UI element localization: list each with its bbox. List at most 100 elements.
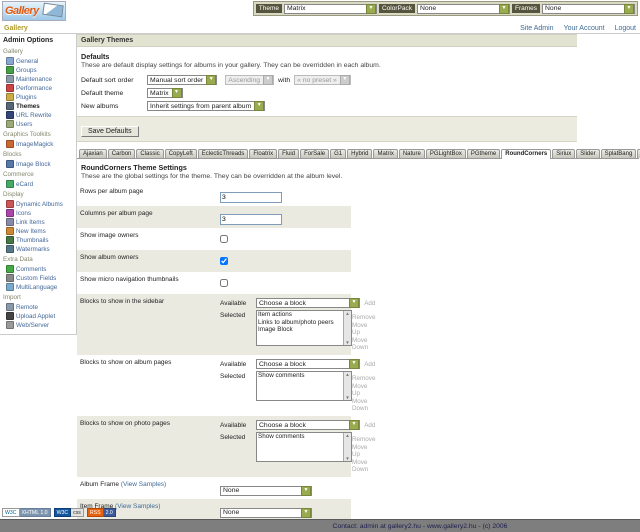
sidebar-item-remote[interactable]: Remote xyxy=(0,302,76,311)
tab-floatrix[interactable]: Floatrix xyxy=(249,149,278,158)
tab-eclecticthreads[interactable]: EclecticThreads xyxy=(197,149,249,158)
album-frame-select[interactable]: None ▼ xyxy=(220,485,312,496)
tab-roundcorners[interactable]: RoundCorners xyxy=(501,149,552,159)
rows-per-page-input[interactable] xyxy=(220,192,282,203)
sidebar-item-url-rewrite[interactable]: URL Rewrite xyxy=(0,110,76,119)
photo-blocks-add-button[interactable]: Add xyxy=(364,422,376,429)
sidebar-blocks-move-down-button[interactable]: Move Down xyxy=(352,337,369,351)
photo-blocks-available-select[interactable]: Choose a block ▼ xyxy=(256,420,360,430)
sidebar-item-image-block[interactable]: Image Block xyxy=(0,159,76,168)
tab-pglightbox[interactable]: PGLightBox xyxy=(425,149,466,158)
tab-ajaxian[interactable]: Ajaxian xyxy=(79,149,107,158)
album-blocks-move-down-button[interactable]: Move Down xyxy=(352,398,369,412)
album-blocks-remove-button[interactable]: Remove xyxy=(352,375,376,382)
badge-right-label: css xyxy=(71,508,84,517)
scrollbar[interactable]: ▲ ▼ xyxy=(343,311,351,345)
album-blocks-add-button[interactable]: Add xyxy=(364,361,376,368)
colorpack-select[interactable]: None ▼ xyxy=(416,3,510,14)
tab-copyleft[interactable]: CopyLeft xyxy=(164,149,197,158)
item-frame-select[interactable]: None ▼ xyxy=(220,507,312,518)
frames-select[interactable]: None ▼ xyxy=(542,3,635,14)
sidebar-blocks-available-select[interactable]: Choose a block ▼ xyxy=(256,298,360,308)
photo-blocks-move-up-button[interactable]: Move Up xyxy=(352,444,368,458)
setting-row-show-micro-nav: Show micro navigation thumbnails xyxy=(77,272,351,294)
sidebar-item-web-server[interactable]: Web/Server xyxy=(0,320,76,329)
photo-blocks-remove-button[interactable]: Remove xyxy=(352,436,376,443)
album-blocks-move-up-button[interactable]: Move Up xyxy=(352,383,368,397)
list-option-show-comments[interactable]: Show comments xyxy=(258,433,305,440)
sidebar-item-upload-applet[interactable]: Upload Applet xyxy=(0,311,76,320)
sort-order-select[interactable]: Manual sort order ▼ xyxy=(147,75,218,85)
tab-forsale[interactable]: ForSale xyxy=(300,149,330,158)
sidebar-item-new-items[interactable]: New Items xyxy=(0,226,76,235)
sidebar-item-icons[interactable]: Icons xyxy=(0,208,76,217)
sidebar-blocks-move-up-button[interactable]: Move Up xyxy=(352,322,368,336)
photo-blocks-move-down-button[interactable]: Move Down xyxy=(352,459,369,473)
sidebar-item-ecard[interactable]: eCard xyxy=(0,179,76,188)
sidebar-item-maintenance[interactable]: Maintenance xyxy=(0,74,76,83)
album-frame-view-samples-link[interactable]: (View Samples) xyxy=(120,481,167,488)
sidebar-item-dynamic-albums[interactable]: Dynamic Albums xyxy=(0,199,76,208)
sidebar-item-label: Link Items xyxy=(16,218,45,226)
tab-tam[interactable]: Tam xyxy=(637,149,640,158)
sidebar-item-custom-fields[interactable]: Custom Fields xyxy=(0,273,76,282)
album-blocks-selected-list[interactable]: Show comments ▲ ▼ xyxy=(256,371,352,401)
sidebar-item-performance[interactable]: Performance xyxy=(0,83,76,92)
list-option-links-to-album-photo-peers[interactable]: Links to album/photo peers xyxy=(258,318,334,326)
tab-splatbang[interactable]: SplatBang xyxy=(600,149,637,158)
your-account-link[interactable]: Your Account xyxy=(563,24,605,32)
validation-badge-w3c-css[interactable]: W3C css xyxy=(53,508,84,517)
tab-carbon[interactable]: Carbon xyxy=(107,149,136,158)
list-option-image-block[interactable]: Image Block xyxy=(258,326,293,333)
list-option-item-actions[interactable]: Item actions xyxy=(258,311,292,318)
show-image-owners-checkbox[interactable] xyxy=(220,235,228,243)
sidebar-item-multilanguage[interactable]: MultiLanguage xyxy=(0,282,76,291)
tab-siriux[interactable]: Siriux xyxy=(552,149,576,158)
default-theme-select[interactable]: Matrix ▼ xyxy=(147,88,183,98)
item-frame-view-samples-link[interactable]: (View Samples) xyxy=(115,503,161,510)
new-albums-select[interactable]: Inherit settings from parent album ▼ xyxy=(147,101,266,111)
scrollbar[interactable]: ▲ ▼ xyxy=(343,372,351,400)
scrollbar[interactable]: ▲ ▼ xyxy=(343,433,351,461)
tab-fluid[interactable]: Fluid xyxy=(278,149,300,158)
sidebar-group-commerce: Commerce xyxy=(3,171,34,178)
photo-blocks-selected-list[interactable]: Show comments ▲ ▼ xyxy=(256,432,352,462)
sidebar-item-watermarks[interactable]: Watermarks xyxy=(0,244,76,253)
sidebar-item-link-items[interactable]: Link Items xyxy=(0,217,76,226)
save-defaults-button[interactable]: Save Defaults xyxy=(81,126,139,137)
show-micro-nav-checkbox[interactable] xyxy=(220,279,228,287)
breadcrumb[interactable]: Gallery xyxy=(4,24,28,32)
link-items-icon xyxy=(6,218,14,226)
gallery-logo[interactable]: Gallery xyxy=(2,1,66,21)
sidebar-blocks-add-button[interactable]: Add xyxy=(364,300,376,307)
validation-badge-rss-2-0[interactable]: RSS 2.0 xyxy=(86,508,116,517)
columns-per-page-input[interactable] xyxy=(220,214,282,225)
tab-hybrid[interactable]: Hybrid xyxy=(347,149,373,158)
tab-nature[interactable]: Nature xyxy=(398,149,425,158)
tab-pgtheme[interactable]: PGtheme xyxy=(466,149,501,158)
tab-matrix[interactable]: Matrix xyxy=(373,149,398,158)
sidebar-item-general[interactable]: General xyxy=(0,56,76,65)
tab-classic[interactable]: Classic xyxy=(136,149,164,158)
theme-select[interactable]: Matrix ▼ xyxy=(283,3,377,14)
sidebar-item-comments[interactable]: Comments xyxy=(0,264,76,273)
validation-badge-w3c-xhtml-1-0[interactable]: W3C XHTML 1.0 xyxy=(2,508,51,517)
setting-row-item-frame: Item Frame (View Samples) None ▼ xyxy=(77,499,351,521)
sidebar-blocks-selected-list[interactable]: Item actions Links to album/photo peers Im… xyxy=(256,310,352,346)
show-album-owners-checkbox[interactable] xyxy=(220,257,228,265)
site-admin-link[interactable]: Site Admin xyxy=(520,24,554,32)
sidebar-item-imagemagick[interactable]: ImageMagick xyxy=(0,139,76,148)
sidebar-item-plugins[interactable]: Plugins xyxy=(0,92,76,101)
sidebar-item-label: MultiLanguage xyxy=(16,283,58,291)
sidebar-item-groups[interactable]: Groups xyxy=(0,65,76,74)
tab-slider[interactable]: Slider xyxy=(576,149,600,158)
list-option-show-comments[interactable]: Show comments xyxy=(258,372,305,379)
badge-right-label: XHTML 1.0 xyxy=(19,508,51,517)
sidebar-item-thumbnails[interactable]: Thumbnails xyxy=(0,235,76,244)
sidebar-blocks-remove-button[interactable]: Remove xyxy=(352,314,376,321)
tab-g1[interactable]: G1 xyxy=(330,149,347,158)
album-blocks-available-select[interactable]: Choose a block ▼ xyxy=(256,359,360,369)
sidebar-item-users[interactable]: Users xyxy=(0,119,76,128)
logout-link[interactable]: Logout xyxy=(614,24,636,32)
sidebar-item-themes[interactable]: Themes xyxy=(0,101,76,110)
